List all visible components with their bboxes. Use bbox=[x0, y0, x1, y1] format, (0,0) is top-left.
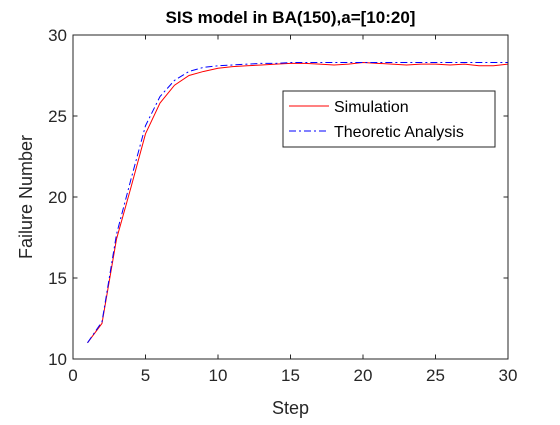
legend-label-theoretic-analysis: Theoretic Analysis bbox=[334, 124, 464, 141]
series-line-simulation bbox=[87, 62, 509, 344]
y-tick-label: 10 bbox=[48, 350, 67, 369]
chart-title: SIS model in BA(150),a=[10:20] bbox=[166, 8, 416, 27]
series-line-theoretic-analysis bbox=[87, 62, 508, 344]
x-axis-label: Step bbox=[272, 398, 309, 418]
x-tick-label: 20 bbox=[354, 366, 373, 385]
x-tick-label: 10 bbox=[209, 366, 228, 385]
x-tick-label: 15 bbox=[281, 366, 300, 385]
x-tick-label: 5 bbox=[141, 366, 150, 385]
legend-label-simulation: Simulation bbox=[334, 99, 409, 116]
x-tick-label: 30 bbox=[499, 366, 518, 385]
plot-area bbox=[73, 35, 508, 359]
legend: Simulation Theoretic Analysis bbox=[282, 90, 496, 148]
y-tick-label: 25 bbox=[48, 107, 67, 126]
x-tick-label: 25 bbox=[426, 366, 445, 385]
y-tick-label: 20 bbox=[48, 188, 67, 207]
y-axis-label: Failure Number bbox=[16, 135, 36, 259]
y-tick-label: 15 bbox=[48, 269, 67, 288]
x-tick-label: 0 bbox=[68, 366, 77, 385]
y-tick-label: 30 bbox=[48, 26, 67, 45]
legend-box bbox=[282, 90, 496, 148]
